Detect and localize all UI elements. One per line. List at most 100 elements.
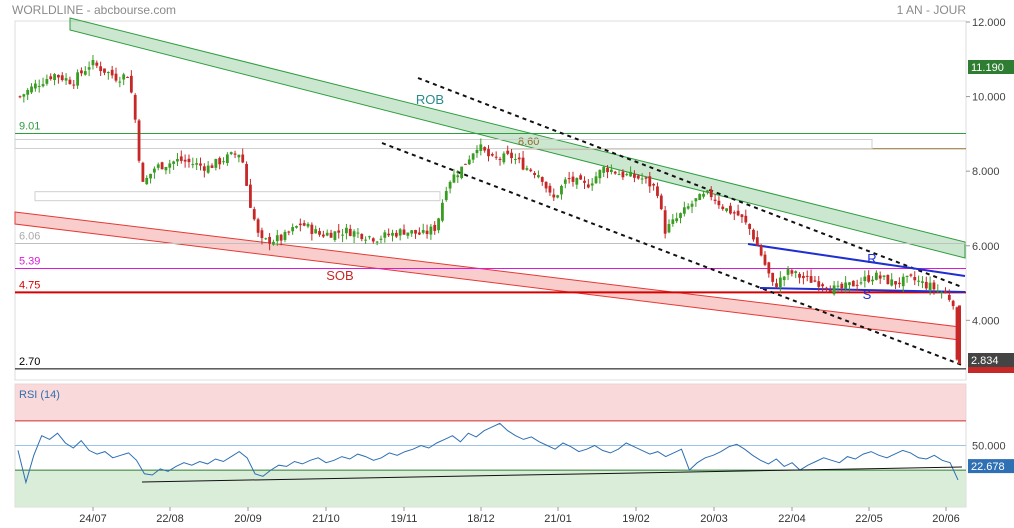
candle-body — [863, 276, 867, 282]
candle-body — [848, 282, 851, 286]
candle-body — [379, 238, 383, 240]
zone-box — [14, 138, 873, 149]
candle-body — [579, 175, 583, 180]
candle-body — [371, 238, 375, 242]
candle-body — [560, 185, 563, 195]
candle-body — [832, 285, 836, 295]
candle-body — [944, 291, 947, 294]
candle-body — [510, 152, 513, 159]
candle-body — [483, 147, 487, 151]
candle-body — [897, 282, 901, 284]
candle-body — [586, 184, 590, 188]
level-label: 4.75 — [19, 279, 40, 291]
candle-body — [375, 241, 379, 243]
candle-body — [364, 239, 368, 241]
candle-body — [698, 194, 702, 201]
candle-body — [68, 79, 72, 85]
x-tick-label: 22/08 — [156, 513, 184, 525]
candle-body — [905, 275, 909, 277]
candle-body — [671, 219, 675, 224]
candle-body — [529, 169, 533, 172]
candle-body — [37, 85, 41, 87]
candle-body — [502, 153, 506, 163]
candle-body — [729, 205, 732, 214]
candle-body — [648, 176, 652, 187]
candle-body — [264, 238, 268, 240]
price-tag-label: 11.190 — [971, 62, 1004, 74]
candle-body — [383, 232, 387, 238]
candle-body — [444, 191, 448, 201]
candle-body — [540, 177, 544, 182]
candle-body — [602, 166, 606, 173]
candle-body — [901, 276, 905, 287]
candle-body — [633, 174, 636, 178]
x-tick-label: 21/01 — [544, 513, 572, 525]
candle-body — [76, 72, 80, 86]
candles — [18, 55, 959, 361]
candle-body — [667, 223, 671, 233]
level-label: 5.39 — [19, 255, 40, 267]
candle-body — [644, 177, 648, 179]
rsi-line — [17, 422, 959, 485]
candle-body — [95, 62, 99, 66]
candle-body — [183, 159, 187, 162]
candle-body — [394, 232, 398, 237]
price-frame — [14, 20, 967, 381]
candle-body — [464, 163, 467, 165]
candle-body — [702, 193, 705, 197]
x-tick-label: 22/04 — [778, 513, 806, 525]
candle-body — [287, 231, 291, 233]
candle-body — [352, 231, 356, 237]
candle-body — [609, 169, 613, 173]
y-tick-label: 12.000 — [972, 17, 1006, 29]
rsi-value-tag — [968, 459, 1014, 474]
rob-band — [69, 17, 966, 259]
candle-body — [172, 161, 176, 164]
candle-body — [798, 273, 801, 278]
candle-body — [45, 79, 49, 84]
candle-body — [195, 163, 199, 165]
candle-body — [652, 184, 656, 186]
candle-body — [525, 168, 529, 170]
candle-body — [940, 292, 944, 294]
candle-body — [494, 156, 498, 158]
annotation-label: SOB — [326, 268, 353, 283]
candle-body — [767, 262, 771, 274]
candle-body — [329, 232, 333, 238]
candle-body — [790, 270, 794, 274]
candle-body — [874, 272, 878, 280]
x-tick-label: 19/11 — [391, 513, 418, 525]
candle-body — [825, 287, 828, 290]
candle-body — [690, 203, 694, 207]
candle-body — [886, 275, 890, 285]
candle-body — [160, 162, 164, 170]
candle-body — [333, 231, 337, 240]
candle-body — [487, 149, 490, 157]
candle-body — [402, 229, 406, 235]
candle-body — [867, 275, 871, 282]
candle-body — [114, 73, 118, 81]
candle-body — [72, 84, 76, 86]
candle-body — [406, 232, 410, 236]
candle-body — [145, 177, 149, 185]
candle-body — [110, 69, 114, 76]
candle-body — [22, 94, 26, 97]
candle-body — [60, 75, 64, 81]
candle-body — [26, 90, 30, 95]
candle-body — [748, 223, 752, 230]
candle-body — [675, 218, 679, 222]
candle-body — [99, 66, 103, 72]
x-tick-label: 19/02 — [622, 513, 650, 525]
candle-body — [252, 209, 256, 220]
candle-body — [417, 232, 421, 235]
candle-body — [958, 305, 961, 364]
candle-body — [656, 186, 659, 196]
candle-body — [640, 178, 644, 180]
candle-body — [759, 245, 763, 256]
candle-body — [659, 195, 663, 210]
candle-body — [410, 230, 414, 234]
candle-body — [91, 60, 95, 66]
candle-body — [256, 219, 260, 233]
candle-body — [506, 150, 510, 154]
candle-body — [141, 162, 145, 182]
